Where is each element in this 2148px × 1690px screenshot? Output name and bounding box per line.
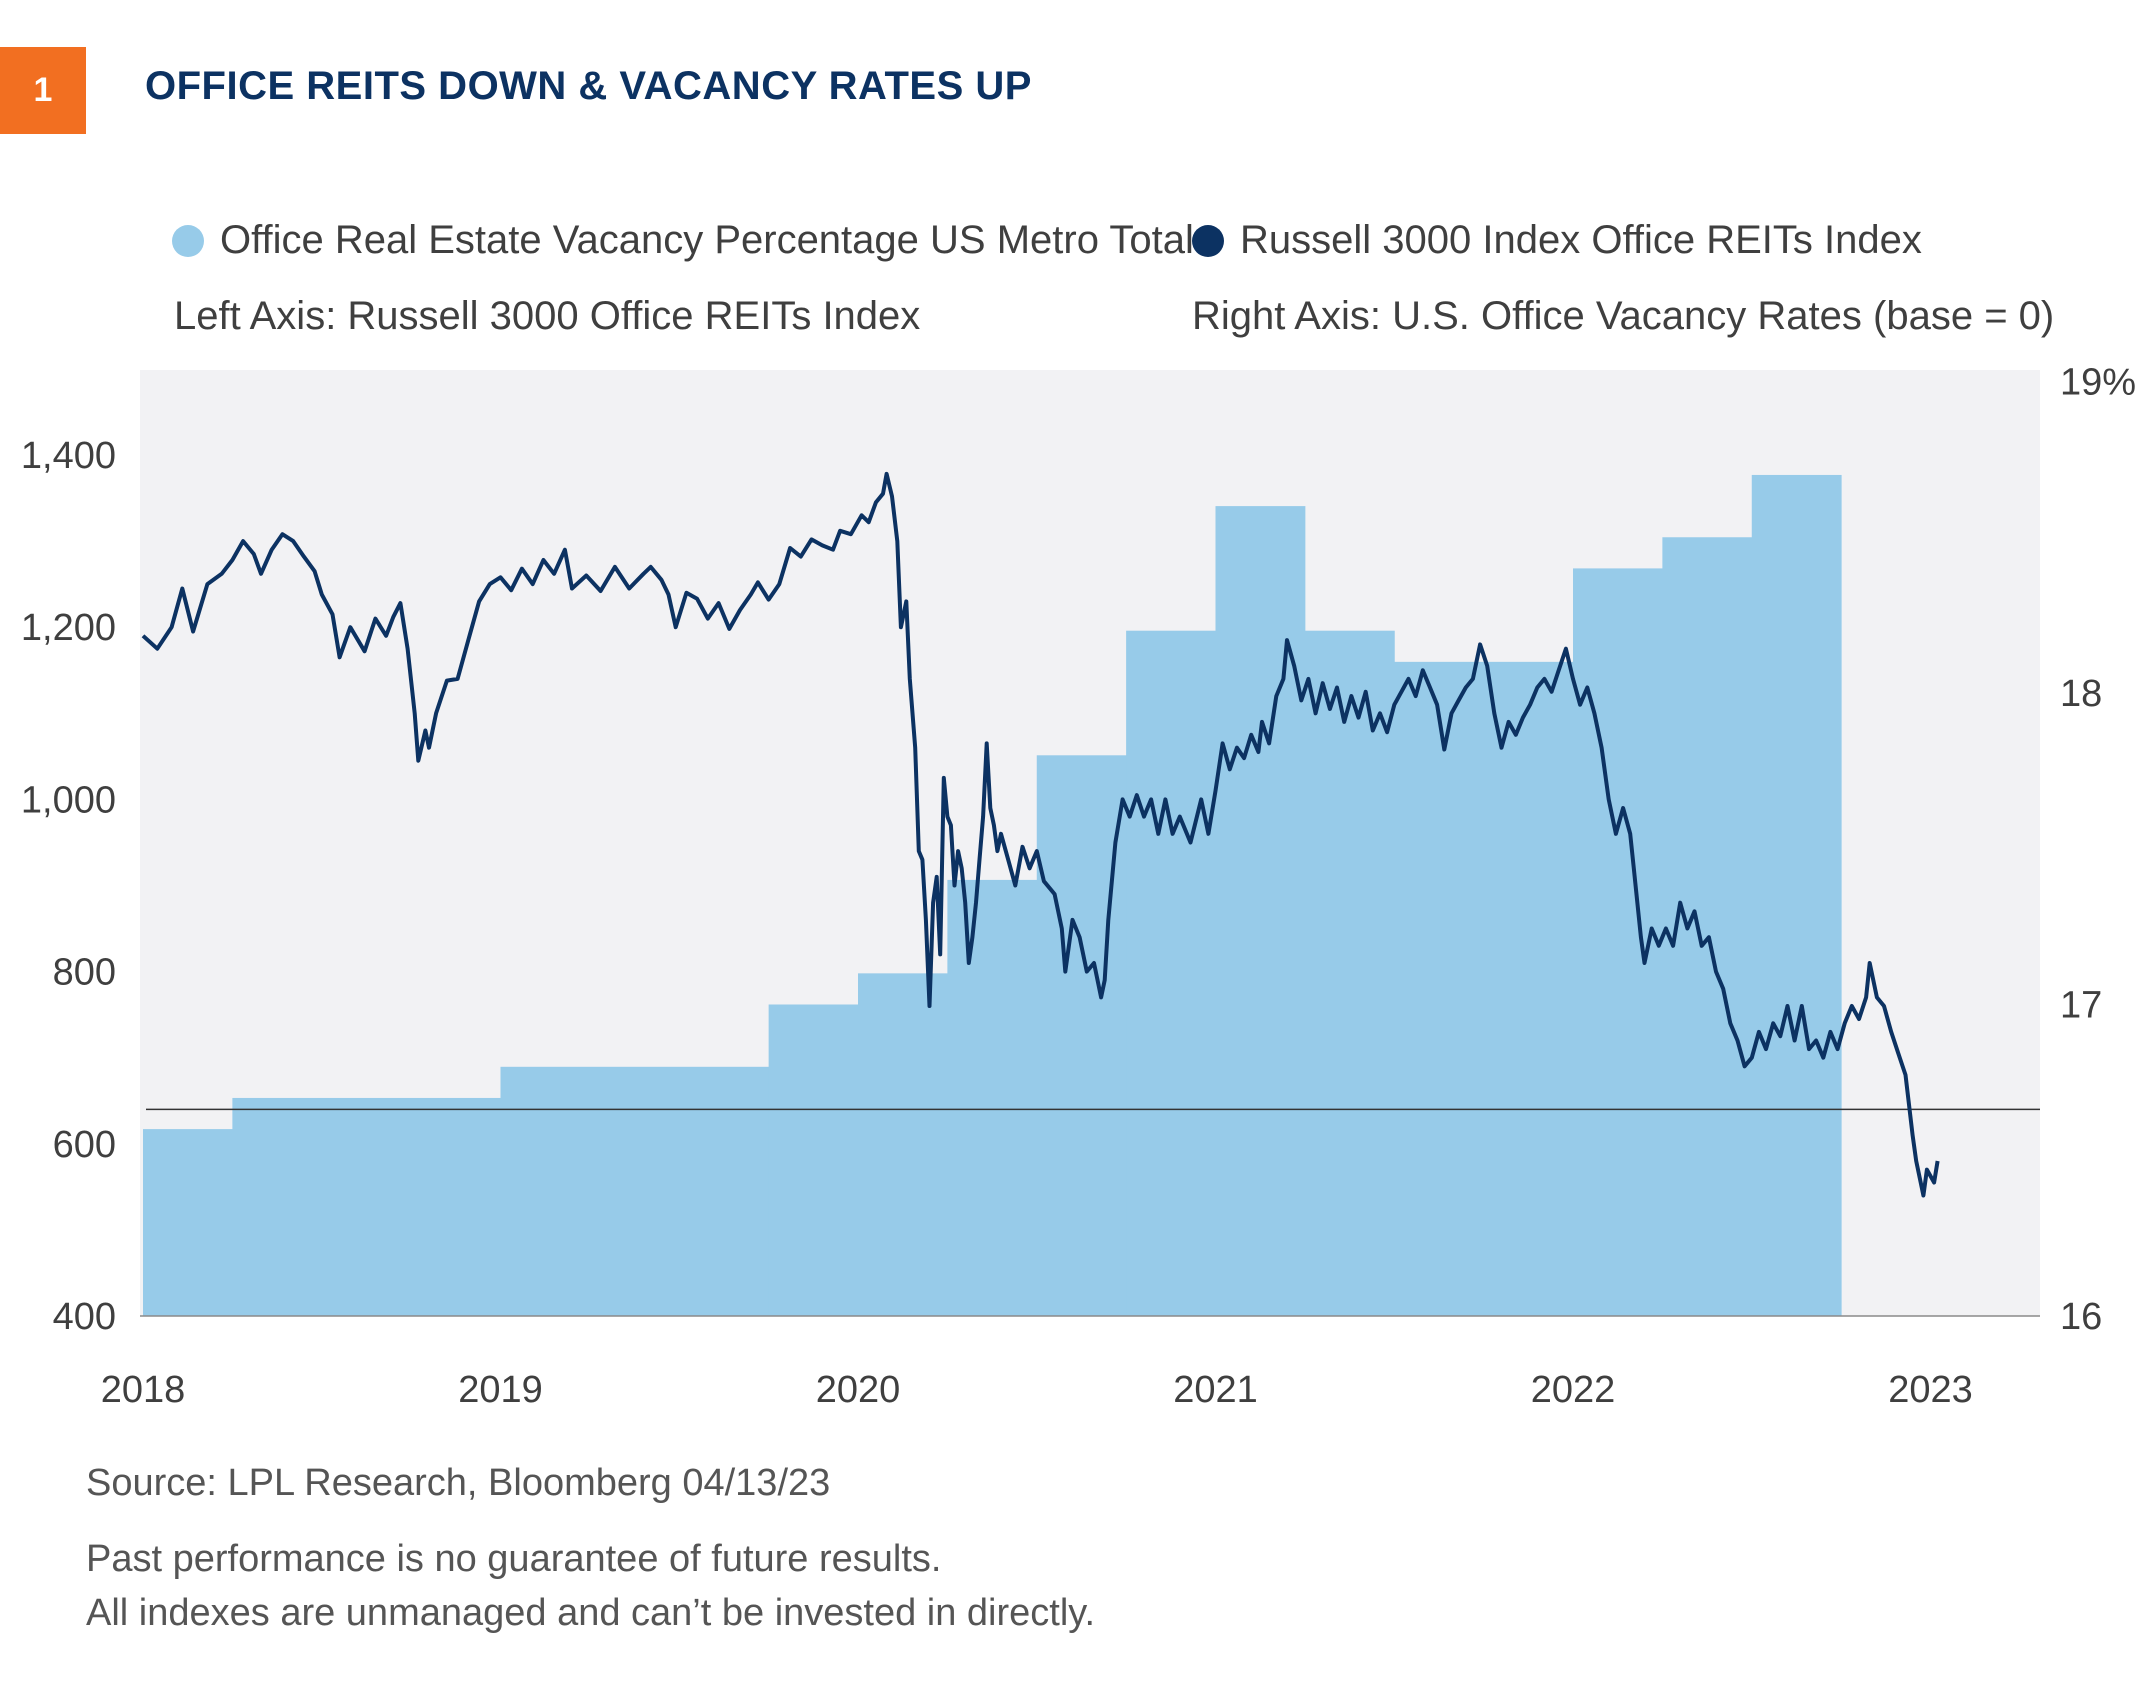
vacancy-swatch-icon xyxy=(172,224,204,257)
legend-reits-label: Russell 3000 Index Office REITs Index xyxy=(1240,218,1922,262)
vacancy-step-5 xyxy=(947,879,1038,1316)
x-tick-2018: 2018 xyxy=(101,1369,186,1411)
x-tick-2019: 2019 xyxy=(458,1369,543,1411)
x-tick-2021: 2021 xyxy=(1173,1369,1258,1411)
figure-number-badge: 1 xyxy=(0,47,86,134)
right-tick-18: 18 xyxy=(2060,673,2102,715)
x-tick-2023: 2023 xyxy=(1888,1369,1973,1411)
left-tick-400: 400 xyxy=(53,1296,116,1338)
vacancy-step-8 xyxy=(1215,506,1306,1317)
left-tick-800: 800 xyxy=(53,952,116,994)
vacancy-step-10 xyxy=(1394,661,1574,1316)
right-tick-19pct: 19% xyxy=(2060,362,2136,404)
vacancy-step-1 xyxy=(232,1097,501,1316)
right-axis-note: Right Axis: U.S. Office Vacancy Rates (b… xyxy=(1192,294,2055,338)
vacancy-step-9 xyxy=(1304,630,1395,1316)
disclaimer-line-1: Past performance is no guarantee of futu… xyxy=(86,1538,942,1580)
vacancy-step-3 xyxy=(768,1004,859,1316)
disclaimer-line-2: All indexes are unmanaged and can’t be i… xyxy=(86,1592,1096,1634)
vacancy-step-0 xyxy=(143,1129,233,1316)
left-tick-1400: 1,400 xyxy=(21,435,116,477)
vacancy-step-6 xyxy=(1036,755,1127,1316)
right-tick-17: 17 xyxy=(2060,985,2102,1027)
vacancy-step-4 xyxy=(858,973,948,1316)
reits-swatch-icon xyxy=(1192,224,1224,257)
left-tick-1000: 1,000 xyxy=(21,779,116,821)
vacancy-step-2 xyxy=(500,1066,770,1316)
left-axis-note: Left Axis: Russell 3000 Office REITs Ind… xyxy=(174,294,921,338)
legend-vacancy: Office Real Estate Vacancy Percentage US… xyxy=(172,218,1194,263)
chart-title: OFFICE REITS DOWN & VACANCY RATES UP xyxy=(145,64,1032,108)
left-tick-1200: 1,200 xyxy=(21,607,116,649)
vacancy-step-7 xyxy=(1126,630,1216,1316)
right-tick-16: 16 xyxy=(2060,1296,2102,1338)
x-tick-2020: 2020 xyxy=(816,1369,901,1411)
legend-reits: Russell 3000 Index Office REITs Index xyxy=(1192,218,1922,263)
left-tick-600: 600 xyxy=(53,1124,116,1166)
vacancy-step-13 xyxy=(1751,474,1842,1316)
legend-vacancy-label: Office Real Estate Vacancy Percentage US… xyxy=(220,218,1194,262)
source-note: Source: LPL Research, Bloomberg 04/13/23 xyxy=(86,1462,831,1504)
x-tick-2022: 2022 xyxy=(1531,1369,1616,1411)
